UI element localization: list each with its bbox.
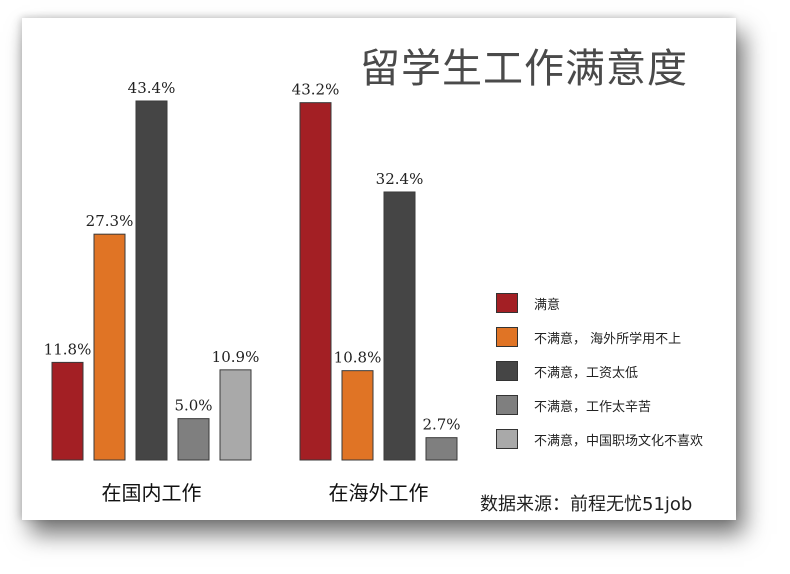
bar bbox=[219, 369, 252, 461]
legend-item-low-salary: 不满意，工资太低 bbox=[496, 354, 703, 388]
legend-label: 不满意，工作太辛苦 bbox=[534, 399, 652, 415]
legend-swatch-low-salary bbox=[496, 361, 518, 381]
bar bbox=[135, 100, 168, 461]
bar-value-label: 10.9% bbox=[212, 348, 260, 366]
legend-swatch-culture bbox=[496, 429, 518, 449]
legend-swatch-too-hard bbox=[496, 395, 518, 415]
bar-value-label: 11.8% bbox=[44, 340, 92, 358]
chart-title: 留学生工作满意度 bbox=[360, 46, 688, 92]
legend-label: 不满意，中国职场文化不喜欢 bbox=[534, 433, 704, 449]
bar bbox=[425, 437, 458, 461]
data-source: 数据来源：前程无忧51job bbox=[480, 494, 693, 515]
bar bbox=[299, 102, 332, 461]
bar bbox=[51, 361, 84, 461]
bar bbox=[177, 418, 210, 461]
category-label: 在海外工作 bbox=[329, 481, 429, 505]
legend-item-satisfied: 满意 bbox=[496, 286, 703, 320]
bar bbox=[341, 370, 374, 461]
bar bbox=[93, 233, 126, 461]
bar-value-label: 43.4% bbox=[128, 79, 176, 97]
bar-value-label: 43.2% bbox=[292, 81, 340, 99]
legend-label: 不满意， 海外所学用不上 bbox=[534, 331, 682, 347]
bar-value-label: 32.4% bbox=[376, 170, 424, 188]
legend-label: 满意 bbox=[534, 297, 561, 313]
legend: 满意 不满意， 海外所学用不上 不满意，工资太低 不满意，工作太辛苦 不满意，中… bbox=[496, 286, 703, 456]
category-label: 在国内工作 bbox=[102, 481, 202, 505]
legend-label: 不满意，工资太低 bbox=[534, 365, 639, 381]
legend-item-culture: 不满意，中国职场文化不喜欢 bbox=[496, 422, 703, 456]
bar-value-label: 10.8% bbox=[334, 349, 382, 367]
legend-item-too-hard: 不满意，工作太辛苦 bbox=[496, 388, 703, 422]
legend-item-skills-unused: 不满意， 海外所学用不上 bbox=[496, 320, 703, 354]
bar-value-label: 2.7% bbox=[422, 416, 460, 434]
legend-swatch-satisfied bbox=[496, 293, 518, 313]
bar bbox=[383, 191, 416, 461]
bar-value-label: 27.3% bbox=[86, 212, 134, 230]
legend-swatch-skills-unused bbox=[496, 327, 518, 347]
bar-value-label: 5.0% bbox=[174, 397, 212, 415]
